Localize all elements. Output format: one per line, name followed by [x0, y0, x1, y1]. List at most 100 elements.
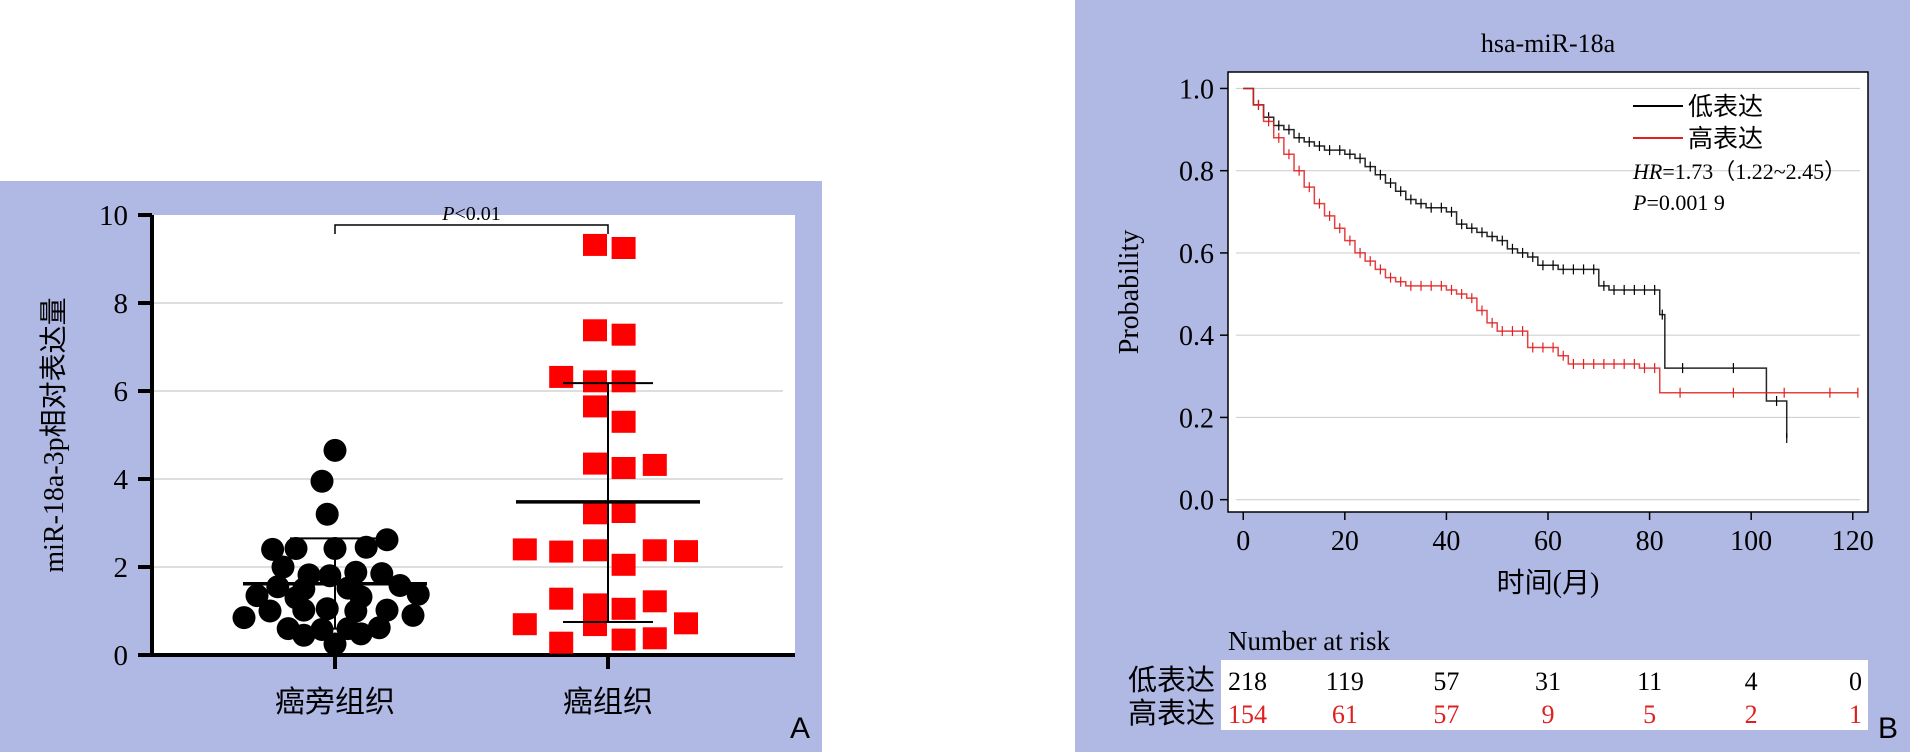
data-point	[406, 582, 430, 606]
y-tick-label: 8	[114, 288, 129, 320]
legend-label: 高表达	[1688, 125, 1763, 153]
x-tick-label: 40	[1432, 526, 1460, 557]
data-point	[611, 410, 636, 433]
data-point	[611, 323, 636, 346]
data-point	[323, 632, 347, 656]
data-point	[315, 597, 339, 621]
x-tick-label: 60	[1534, 526, 1562, 557]
y-tick-label: 1.0	[1179, 74, 1214, 105]
data-point	[674, 612, 698, 635]
data-point	[370, 562, 394, 586]
data-point	[583, 233, 607, 256]
risk-value: 9	[1542, 700, 1555, 729]
x-axis-label: 时间(月)	[1497, 567, 1600, 599]
panel-a-letter: A	[790, 712, 811, 745]
data-point	[611, 597, 636, 620]
risk-value: 11	[1637, 667, 1662, 696]
survival-curve-high	[1243, 87, 1858, 394]
risk-value: 1	[1849, 700, 1862, 729]
data-point	[549, 540, 574, 563]
y-tick-label: 0.6	[1179, 239, 1214, 270]
risk-row-label: 高表达	[1128, 697, 1215, 730]
risk-value: 119	[1326, 667, 1364, 696]
data-point	[642, 453, 667, 476]
data-point	[284, 537, 308, 561]
x-category-label: 癌组织	[563, 686, 653, 719]
data-point	[354, 535, 378, 559]
hr-annotation: HR=1.73（1.22~2.45）	[1632, 159, 1846, 184]
data-point	[401, 603, 425, 627]
risk-value: 218	[1228, 667, 1267, 696]
data-point	[258, 599, 282, 623]
y-tick-label: 2	[114, 552, 129, 584]
x-tick-label: 20	[1331, 526, 1359, 557]
data-point	[232, 606, 256, 630]
data-point	[310, 469, 334, 493]
data-point	[323, 438, 347, 462]
significance-annotation: P<0.01	[441, 203, 501, 225]
data-point	[642, 539, 667, 562]
data-point	[375, 528, 399, 552]
x-category-label: 癌旁组织	[275, 686, 395, 719]
y-tick-label: 0.0	[1179, 486, 1214, 517]
x-tick-label: 0	[1236, 526, 1250, 557]
panel-b-letter: B	[1878, 712, 1899, 745]
y-tick-label: 0.4	[1179, 321, 1214, 352]
y-tick-label: 0	[114, 640, 129, 672]
risk-row-label: 低表达	[1128, 664, 1215, 697]
data-point	[315, 502, 339, 526]
risk-value: 57	[1433, 700, 1459, 729]
data-point	[583, 395, 607, 418]
data-point	[271, 555, 295, 579]
y-tick-label: 4	[114, 464, 129, 496]
data-point	[388, 573, 412, 597]
y-tick-label: 0.8	[1179, 157, 1214, 188]
data-point	[611, 553, 636, 576]
data-point	[611, 370, 636, 393]
data-point	[583, 593, 607, 616]
data-point	[261, 537, 285, 561]
x-tick-label: 120	[1832, 526, 1874, 557]
risk-value: 2	[1745, 700, 1758, 729]
data-point	[549, 587, 574, 610]
data-point	[611, 628, 636, 651]
data-point	[583, 452, 607, 475]
plot-area	[152, 215, 795, 655]
risk-value: 5	[1643, 700, 1656, 729]
risk-value: 0	[1849, 667, 1862, 696]
data-point	[642, 590, 667, 613]
legend-label: 低表达	[1688, 93, 1763, 121]
data-point	[583, 502, 607, 525]
data-point	[583, 614, 607, 637]
data-point	[512, 613, 537, 636]
data-point	[611, 501, 636, 523]
risk-table-body	[1221, 660, 1868, 730]
x-tick-label: 100	[1730, 526, 1772, 557]
y-axis-label: Probability	[1114, 230, 1145, 354]
y-tick-label: 10	[99, 200, 128, 232]
p-annotation: P=0.001 9	[1632, 190, 1725, 215]
risk-value: 61	[1332, 700, 1358, 729]
risk-value: 154	[1228, 700, 1267, 729]
risk-table-title: Number at risk	[1228, 626, 1390, 656]
data-point	[583, 370, 607, 393]
y-axis-label: miR-18a-3p相对表达量	[38, 297, 70, 572]
data-point	[674, 540, 698, 563]
data-point	[344, 599, 368, 623]
risk-value: 4	[1745, 667, 1758, 696]
chart-title: hsa-miR-18a	[1481, 29, 1616, 58]
risk-value: 57	[1433, 667, 1459, 696]
data-point	[642, 627, 667, 650]
risk-value: 31	[1535, 667, 1561, 696]
y-tick-label: 0.2	[1179, 403, 1214, 434]
data-point	[611, 457, 636, 479]
data-point	[549, 631, 574, 654]
data-point	[292, 598, 316, 622]
significance-bracket	[334, 224, 609, 234]
data-point	[512, 538, 537, 561]
survival-curve-low	[1243, 87, 1788, 438]
x-tick-label: 80	[1636, 526, 1664, 557]
data-point	[375, 598, 399, 622]
